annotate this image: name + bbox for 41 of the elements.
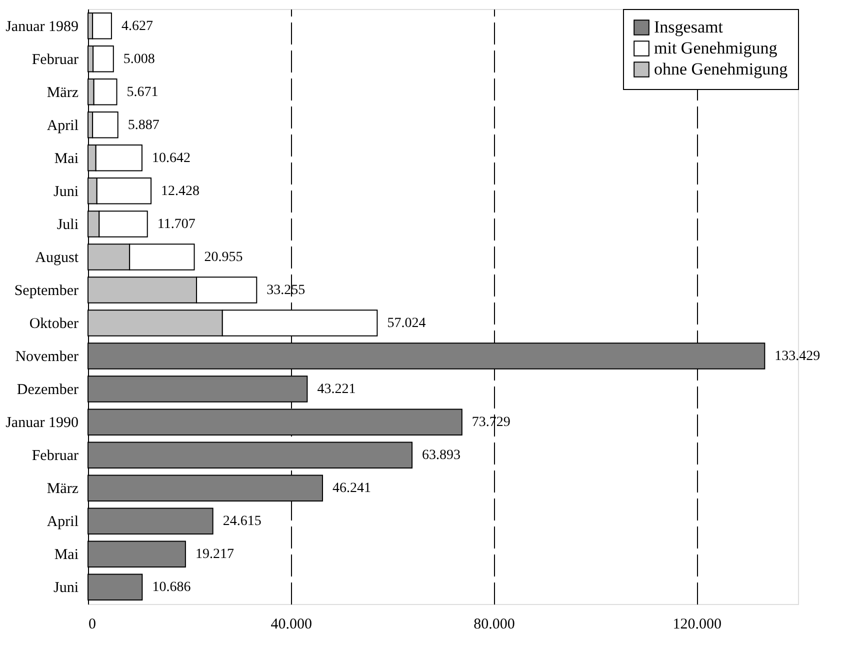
total-label: 19.217: [195, 547, 234, 562]
total-label: 4.627: [121, 18, 153, 34]
y-tick-label: Januar 1989: [6, 18, 78, 35]
total-label: 43.221: [317, 382, 356, 398]
x-tick-label: 40.000: [270, 616, 312, 632]
x-tick-label: 120.000: [672, 616, 722, 632]
total-label: 5.008: [123, 52, 155, 67]
y-tick-label: September: [14, 282, 78, 299]
total-label: 46.241: [332, 481, 372, 496]
y-tick-label: August: [35, 250, 80, 266]
total-label: 24.615: [222, 514, 262, 530]
total-label: 57.024: [387, 316, 426, 332]
y-tick-label: Juni: [53, 580, 78, 596]
legend-label: ohne Genehmigung: [654, 60, 788, 78]
total-label: 10.642: [152, 150, 190, 166]
total-label: 12.428: [161, 184, 200, 199]
y-tick-label: November: [15, 349, 79, 366]
y-tick-label: März: [46, 84, 79, 101]
y-tick-label: April: [46, 514, 78, 530]
total-label: 133.429: [774, 349, 820, 364]
y-tick-label: Oktober: [29, 316, 78, 332]
y-tick-label: Dezember: [16, 382, 78, 398]
total-label: 11.707: [157, 216, 196, 232]
y-tick-label: Februar: [32, 52, 78, 68]
y-tick-label: März: [46, 481, 79, 498]
y-tick-label: Februar: [32, 448, 78, 464]
total-label: 20.955: [204, 250, 243, 265]
total-label: 10.686: [152, 580, 191, 596]
y-tick-label: Mai: [54, 150, 78, 167]
total-label: 5.671: [126, 84, 158, 100]
x-tick-label: 0: [88, 616, 96, 632]
y-tick-label: Mai: [54, 547, 78, 564]
y-tick-label: Januar 1990: [6, 415, 78, 432]
y-tick-label: Juli: [56, 216, 78, 233]
total-label: 5.887: [128, 118, 160, 133]
x-tick-label: 80.000: [474, 616, 515, 632]
legend-label: Insgesamt: [654, 18, 724, 36]
total-label: 63.893: [422, 448, 461, 464]
y-tick-label: Juni: [53, 184, 78, 200]
y-tick-label: April: [46, 118, 78, 134]
legend-label: mit Genehmigung: [654, 38, 778, 58]
